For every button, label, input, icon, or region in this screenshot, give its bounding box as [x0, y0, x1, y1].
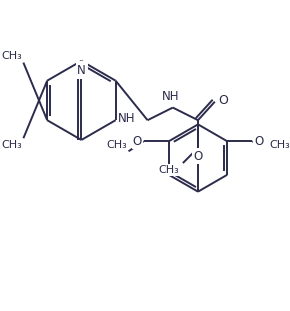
Text: O: O: [77, 62, 87, 75]
Text: CH₃: CH₃: [106, 140, 127, 150]
Text: CH₃: CH₃: [1, 140, 22, 150]
Text: O: O: [218, 94, 228, 106]
Text: O: O: [254, 135, 263, 148]
Text: CH₃: CH₃: [269, 140, 290, 150]
Text: N: N: [77, 64, 86, 77]
Text: CH₃: CH₃: [1, 51, 22, 61]
Text: CH₃: CH₃: [159, 165, 180, 175]
Text: O: O: [193, 150, 203, 163]
Text: NH: NH: [162, 91, 180, 103]
Text: NH: NH: [118, 112, 136, 125]
Text: O: O: [133, 135, 142, 148]
